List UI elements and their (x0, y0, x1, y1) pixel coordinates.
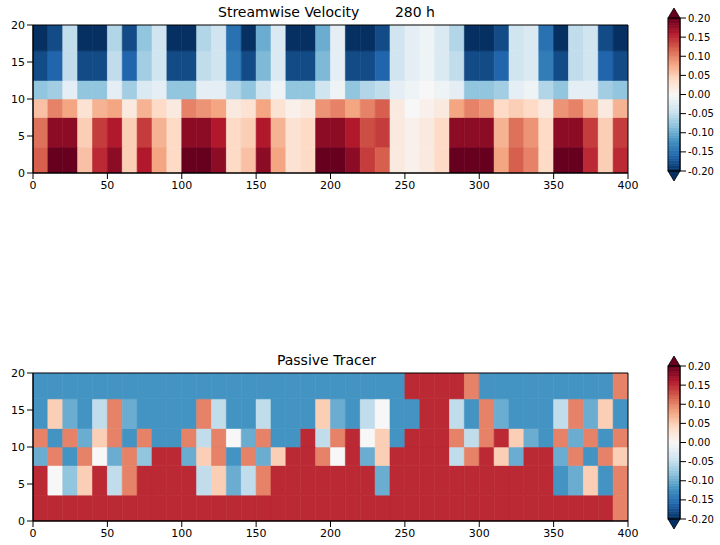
svg-text:0.20: 0.20 (688, 361, 710, 372)
svg-text:200: 200 (320, 527, 341, 540)
svg-text:0: 0 (30, 179, 37, 192)
svg-text:100: 100 (171, 179, 192, 192)
svg-text:0.05: 0.05 (688, 418, 710, 429)
svg-text:300: 300 (469, 179, 490, 192)
svg-text:0.15: 0.15 (688, 32, 710, 43)
html-text:Streamwise Velocity 280 h: Streamwise Velocity 280 h (218, 4, 435, 20)
svg-text:150: 150 (246, 527, 267, 540)
svg-text:-0.05: -0.05 (688, 108, 714, 119)
svg-text:-0.10: -0.10 (688, 127, 714, 138)
svg-text:100: 100 (171, 527, 192, 540)
svg-text:-0.05: -0.05 (688, 456, 714, 467)
svg-text:200: 200 (320, 179, 341, 192)
svg-text:20: 20 (11, 367, 25, 380)
svg-text:-0.20: -0.20 (688, 514, 714, 525)
svg-text:15: 15 (11, 404, 25, 417)
svg-text:300: 300 (469, 527, 490, 540)
svg-text:250: 250 (394, 527, 415, 540)
svg-text:350: 350 (543, 527, 564, 540)
svg-text:250: 250 (394, 179, 415, 192)
svg-text:0: 0 (30, 527, 37, 540)
svg-text:0.10: 0.10 (688, 51, 710, 62)
svg-text:150: 150 (246, 179, 267, 192)
svg-text:5: 5 (18, 130, 25, 143)
svg-text:-0.15: -0.15 (688, 494, 714, 505)
svg-text:0.15: 0.15 (688, 380, 710, 391)
svg-text:0.05: 0.05 (688, 70, 710, 81)
svg-text:400: 400 (618, 527, 639, 540)
svg-text:0.20: 0.20 (688, 13, 710, 24)
html-text:Passive Tracer: Passive Tracer (276, 352, 377, 368)
svg-text:20: 20 (11, 19, 25, 32)
svg-text:-0.20: -0.20 (688, 166, 714, 177)
svg-text:50: 50 (100, 179, 114, 192)
svg-text:0: 0 (18, 515, 25, 528)
svg-text:-0.15: -0.15 (688, 146, 714, 157)
svg-text:50: 50 (100, 527, 114, 540)
svg-text:15: 15 (11, 56, 25, 69)
svg-text:0: 0 (18, 167, 25, 180)
svg-text:350: 350 (543, 179, 564, 192)
svg-text:10: 10 (11, 441, 25, 454)
svg-text:0.00: 0.00 (688, 437, 710, 448)
svg-text:10: 10 (11, 93, 25, 106)
svg-text:5: 5 (18, 478, 25, 491)
svg-text:400: 400 (618, 179, 639, 192)
svg-text:0.10: 0.10 (688, 399, 710, 410)
svg-text:-0.10: -0.10 (688, 475, 714, 486)
svg-text:0.00: 0.00 (688, 89, 710, 100)
